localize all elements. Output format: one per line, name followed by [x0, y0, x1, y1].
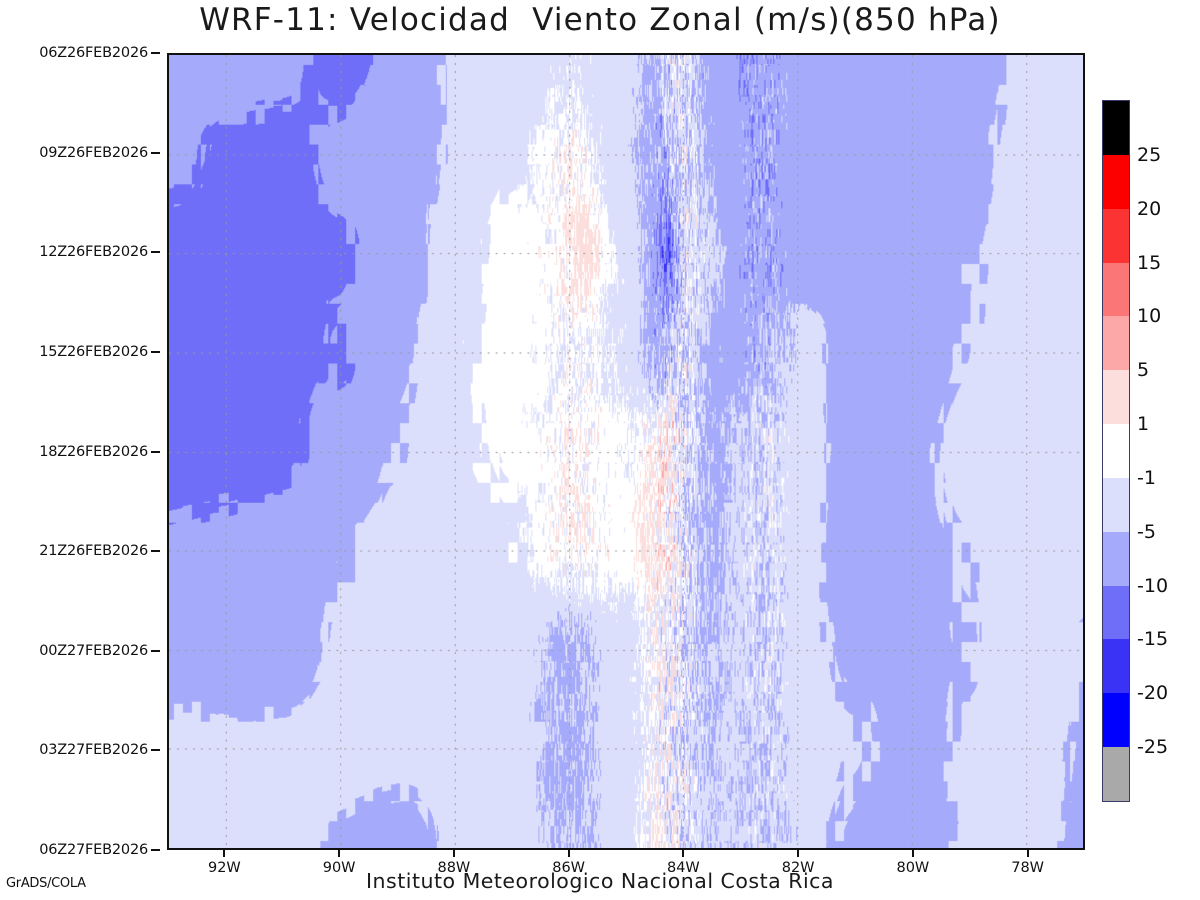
y-axis-label: 15Z26FEB2026	[39, 343, 148, 360]
y-axis-label: 06Z27FEB2026	[39, 842, 148, 858]
colorbar-segment	[1103, 747, 1129, 801]
y-axis-tick	[151, 52, 160, 54]
colorbar-label: -5	[1137, 520, 1156, 543]
colorbar-label: -1	[1137, 466, 1156, 489]
colorbar-segment	[1103, 208, 1129, 263]
y-axis-tick	[151, 450, 160, 453]
x-axis-tick	[223, 849, 226, 857]
y-axis-label: 00Z27FEB2026	[39, 642, 148, 659]
colorbar-segment	[1103, 101, 1129, 155]
colorbar: 25 20 15 10 5 1 -1 -5 -10 -15 -20 -25	[1102, 100, 1168, 802]
x-axis-tick	[682, 849, 685, 857]
colorbar-label: -25	[1137, 736, 1169, 759]
colorbar-segment	[1103, 262, 1129, 317]
colorbar-segment	[1103, 531, 1129, 586]
y-axis-tick	[151, 550, 160, 553]
y-axis-tick	[151, 251, 160, 254]
colorbar-label: 5	[1137, 359, 1150, 382]
colorbar-segment	[1103, 477, 1129, 532]
x-axis-label: 80W	[896, 860, 930, 876]
colorbar-segment	[1103, 585, 1129, 640]
x-axis-tick	[797, 849, 800, 857]
colorbar-label: 10	[1137, 305, 1162, 328]
colorbar-label: 1	[1137, 413, 1150, 436]
footer-institute: Instituto Meteorologico Nacional Costa R…	[366, 869, 834, 893]
colorbar-label: 15	[1137, 251, 1162, 274]
y-axis: 06Z26FEB2026 09Z26FEB2026 12Z26FEB2026 15Z2…	[0, 45, 160, 858]
colorbar-segment	[1103, 424, 1129, 478]
y-axis-label: 09Z26FEB2026	[39, 144, 148, 161]
y-axis-label: 18Z26FEB2026	[39, 443, 148, 460]
x-axis-label: 88W	[437, 860, 471, 876]
colorbar-segment	[1103, 370, 1129, 425]
colorbar-label: -15	[1137, 628, 1169, 651]
y-axis-label: 06Z26FEB2026	[39, 45, 148, 61]
x-axis-label: 92W	[207, 860, 241, 876]
y-axis-tick	[151, 849, 160, 851]
x-axis-label: 90W	[322, 860, 356, 876]
x-axis-tick	[911, 849, 914, 857]
x-axis-tick	[338, 849, 341, 857]
colorbar-label: 20	[1137, 197, 1162, 220]
colorbar-label: -20	[1137, 682, 1169, 705]
y-axis-tick	[151, 151, 160, 154]
y-axis-tick	[151, 749, 160, 752]
plot-area	[167, 53, 1085, 850]
colorbar-segment	[1103, 693, 1129, 748]
footer-credit: GrADS/COLA	[6, 876, 86, 891]
plot-frame	[167, 53, 1085, 850]
colorbar-segment	[1103, 154, 1129, 209]
x-axis-tick	[567, 849, 570, 857]
colorbar-segment	[1103, 316, 1129, 371]
y-axis-label: 21Z26FEB2026	[39, 543, 148, 560]
colorbar-label: 25	[1137, 143, 1162, 166]
contour-field	[169, 55, 1083, 848]
y-axis-label: 03Z27FEB2026	[39, 742, 148, 759]
x-axis-label: 84W	[666, 860, 700, 876]
page-title: WRF-11: Velocidad Viento Zonal (m/s)(850…	[199, 2, 1001, 38]
x-axis-label: 82W	[781, 860, 815, 876]
y-axis-tick	[151, 649, 160, 652]
x-axis-tick	[1026, 849, 1029, 857]
colorbar-segment	[1103, 639, 1129, 694]
x-axis-label: 78W	[1011, 860, 1045, 876]
y-axis-tick	[151, 350, 160, 353]
x-axis: 92W 90W 88W 86W 84W 82W 80W 78W	[167, 849, 1085, 882]
x-axis-tick	[452, 849, 455, 857]
y-axis-label: 12Z26FEB2026	[39, 244, 148, 261]
x-axis-label: 86W	[552, 860, 586, 876]
colorbar-label: -10	[1137, 574, 1169, 597]
